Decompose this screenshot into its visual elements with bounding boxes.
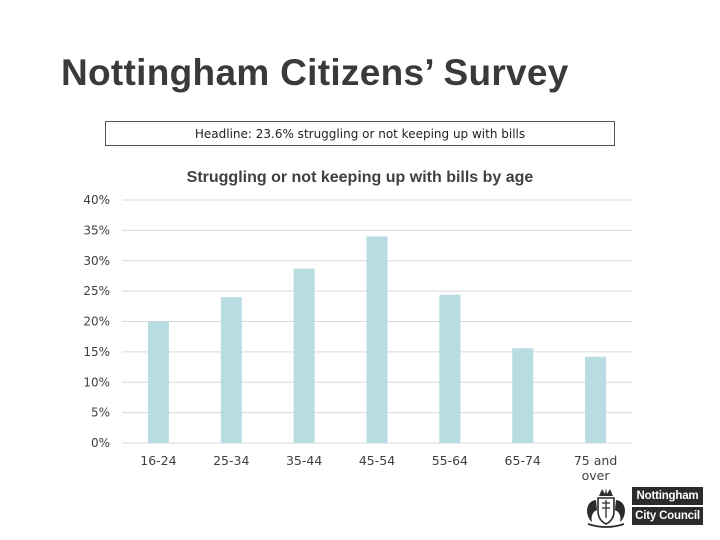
headline-text: Headline: 23.6% struggling or not keepin… [194, 126, 526, 141]
bar [147, 321, 169, 443]
y-tick-label: 25% [83, 284, 110, 298]
bar [220, 297, 242, 443]
bar-chart: Struggling or not keeping up with bills … [83, 169, 632, 483]
logo-line-2: City Council [632, 507, 703, 525]
bar [366, 236, 388, 443]
y-tick-label: 15% [83, 345, 110, 359]
nottingham-city-council-logo: Nottingham City Council [582, 480, 704, 530]
bar [512, 348, 534, 443]
y-tick-label: 20% [83, 315, 110, 329]
x-tick-label: 55-64 [432, 453, 468, 468]
page-title: Nottingham Citizens’ Survey [61, 52, 569, 93]
y-tick-label: 40% [83, 193, 110, 207]
bar [585, 356, 607, 443]
x-tick-label: 35-44 [286, 453, 322, 468]
x-tick-label: 25-34 [213, 453, 249, 468]
chart-title: Struggling or not keeping up with bills … [187, 169, 534, 186]
headline-box: Headline: 23.6% struggling or not keepin… [105, 121, 615, 146]
bar [439, 294, 461, 443]
y-tick-label: 5% [91, 406, 110, 420]
y-tick-label: 30% [83, 254, 110, 268]
x-tick-label: 65-74 [505, 453, 541, 468]
bar [293, 268, 315, 443]
x-tick-label: 16-24 [140, 453, 176, 468]
coat-of-arms-icon [587, 488, 625, 528]
logo-line-1: Nottingham [632, 487, 703, 505]
y-tick-label: 35% [83, 223, 110, 237]
x-tick-label: 45-54 [359, 453, 395, 468]
y-tick-label: 0% [91, 436, 110, 450]
y-tick-label: 10% [83, 375, 110, 389]
x-tick-label: 75 and over [574, 453, 617, 483]
